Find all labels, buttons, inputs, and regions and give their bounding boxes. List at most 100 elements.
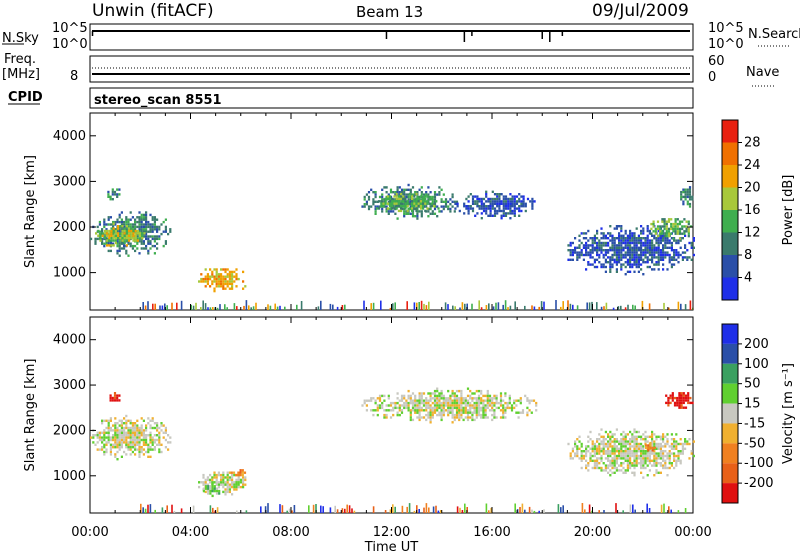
velocity-cell: [392, 406, 395, 410]
power-cell: [652, 230, 655, 233]
power-cell: [598, 256, 601, 259]
velocity-cell: [648, 457, 651, 460]
velocity-cell: [680, 401, 683, 405]
velocity-cell: [473, 418, 476, 422]
power-cell: [686, 195, 689, 199]
velocity-cell: [242, 481, 245, 484]
velocity-cell: [668, 457, 671, 460]
velocity-cell: [433, 401, 437, 405]
velocity-cell: [215, 478, 218, 482]
power-cell: [637, 249, 640, 252]
velocity-cell: [372, 397, 375, 400]
velocity-cell: [120, 429, 123, 432]
power-cell: [404, 200, 407, 203]
power-cell: [381, 210, 384, 213]
velocity-cell: [673, 466, 676, 470]
power-cell: [571, 253, 574, 257]
power-clutter: [684, 304, 687, 310]
power-cell: [640, 258, 643, 261]
velocity-cell: [389, 409, 393, 412]
power-cell: [138, 252, 141, 255]
velocity-cell: [596, 464, 599, 467]
power-cell: [363, 205, 366, 208]
power-cell: [426, 200, 429, 203]
velocity-cell: [109, 426, 112, 430]
power-cell: [618, 241, 621, 245]
velocity-cell: [591, 440, 594, 443]
power-cell: [529, 200, 532, 203]
velocity-cell: [403, 404, 406, 407]
velocity-cell: [147, 450, 150, 454]
velocity-cell: [131, 441, 134, 444]
velocity-clutter: [144, 508, 147, 513]
power-clutter: [485, 305, 488, 310]
velocity-cell: [655, 445, 658, 448]
velocity-cell: [471, 399, 474, 402]
velocity-cell: [220, 473, 223, 477]
velocity-cell: [96, 441, 99, 444]
velocity-cell: [535, 404, 538, 407]
velocity-cell: [675, 462, 678, 465]
velocity-cell: [491, 404, 494, 407]
station-title: Unwin (fitACF): [92, 1, 214, 21]
power-cell: [109, 223, 112, 226]
power-cell: [688, 195, 692, 199]
velocity-cell: [646, 464, 649, 467]
velocity-cell: [591, 442, 594, 446]
power-cell: [491, 197, 494, 201]
power-cell: [629, 270, 632, 273]
power-cell: [624, 237, 627, 240]
power-cell: [112, 242, 115, 245]
velocity-cell: [125, 436, 128, 439]
power-cell: [500, 209, 503, 213]
power-cell: [686, 193, 689, 196]
power-cell: [105, 242, 108, 245]
velocity-cell: [466, 416, 470, 419]
power-clutter: [540, 301, 543, 310]
power-cell: [582, 246, 585, 249]
power-clutter: [576, 305, 579, 310]
power-cell: [659, 232, 662, 235]
power-cell: [624, 261, 627, 264]
power-clutter: [425, 305, 428, 310]
power-cell: [642, 229, 645, 233]
power-cell: [134, 244, 137, 248]
velocity-cell: [374, 409, 377, 412]
power-cell: [511, 200, 514, 203]
velocity-cell: [513, 401, 516, 405]
power-cell: [451, 200, 454, 203]
power-cell: [681, 225, 684, 228]
velocity-cell: [145, 441, 148, 444]
velocity-cell: [215, 473, 218, 477]
power-cell: [485, 209, 488, 213]
power-cell: [642, 253, 645, 257]
velocity-cell: [107, 441, 110, 444]
velocity-cell: [644, 438, 647, 441]
power-clutter: [588, 302, 591, 310]
velocity-cell: [622, 442, 625, 446]
velocity-cell: [684, 396, 688, 400]
velocity-cell: [609, 469, 612, 472]
power-cell: [425, 205, 428, 208]
power-cell: [95, 232, 98, 235]
power-cell: [164, 242, 167, 245]
velocity-cell: [626, 450, 629, 453]
power-cell: [604, 244, 607, 247]
velocity-cell: [440, 392, 443, 395]
velocity-cell: [659, 452, 662, 455]
velocity-cell: [615, 462, 618, 465]
power-clutter: [689, 300, 692, 310]
velocity-cell: [651, 446, 654, 450]
velocity-cell: [96, 434, 99, 437]
power-cell: [665, 225, 668, 228]
power-cell: [224, 275, 227, 278]
velocity-cell: [688, 442, 691, 446]
power-cell: [395, 207, 398, 210]
velocity-cell: [515, 404, 518, 407]
velocity-cell: [145, 434, 148, 437]
power-cell: [609, 258, 612, 261]
velocity-cell: [651, 435, 654, 438]
power-clutter: [245, 300, 248, 310]
velocity-cell: [134, 436, 137, 439]
velocity-clutter: [394, 506, 396, 513]
